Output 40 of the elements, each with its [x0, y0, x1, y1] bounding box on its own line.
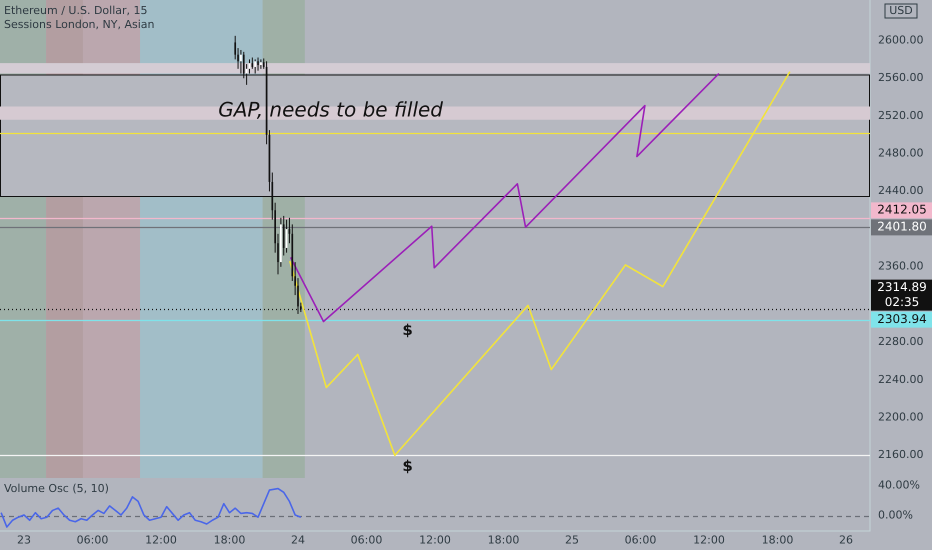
- y-tick-label: 0.00%: [878, 508, 913, 522]
- x-tick-label: 06:00: [76, 533, 108, 546]
- candlestick: [260, 58, 262, 70]
- text: Ethereum / U.S. Dollar, 15: [4, 4, 148, 17]
- ref-line-label: 2314.89 02:35: [877, 280, 927, 309]
- y-tick-label: 2440.00: [878, 184, 924, 198]
- candlestick: [257, 57, 259, 72]
- y-tick-label: 40.00%: [878, 478, 920, 492]
- x-tick-label: 23: [16, 533, 31, 546]
- y-tick-label: 2200.00: [878, 410, 924, 424]
- x-tick-label: 12:00: [419, 533, 451, 546]
- text: Sessions London, NY, Asian: [4, 18, 154, 31]
- candlestick: [286, 219, 288, 254]
- x-tick-label: 12:00: [145, 533, 177, 546]
- x-tick-label: 18:00: [762, 533, 794, 546]
- y-tick-label: 2240.00: [878, 372, 924, 386]
- annotation: $: [402, 321, 413, 340]
- annotation: $: [402, 456, 413, 475]
- x-tick-label: 12:00: [693, 533, 725, 546]
- x-tick-label: 18:00: [214, 533, 246, 546]
- y-tick-label: 2560.00: [878, 71, 924, 84]
- x-tick-label: 26: [839, 533, 854, 546]
- ref-line-label: 2412.05: [877, 202, 927, 217]
- y-tick-label: 2160.00: [878, 448, 924, 462]
- band-label: GAP, needs to be filled: [218, 97, 444, 122]
- ref-line-label: 2303.94: [877, 312, 927, 326]
- y-tick-label: 2520.00: [878, 108, 924, 122]
- y-tick-label: 2480.00: [878, 146, 924, 160]
- ref-line-label: 2401.80: [877, 220, 927, 234]
- x-tick-label: 06:00: [624, 533, 656, 546]
- y-tick-label: 2360.00: [878, 260, 924, 273]
- y-tick-label: 2600.00: [878, 33, 924, 46]
- text: Volume Osc (5, 10): [4, 482, 109, 495]
- x-tick-label: 18:00: [488, 533, 520, 546]
- y-tick-label: 2280.00: [878, 335, 924, 348]
- x-tick-label: 06:00: [350, 533, 382, 546]
- x-tick-label: 24: [290, 533, 305, 546]
- candlestick: [251, 57, 254, 70]
- text: USD: [889, 4, 913, 17]
- x-tick-label: 25: [565, 533, 580, 546]
